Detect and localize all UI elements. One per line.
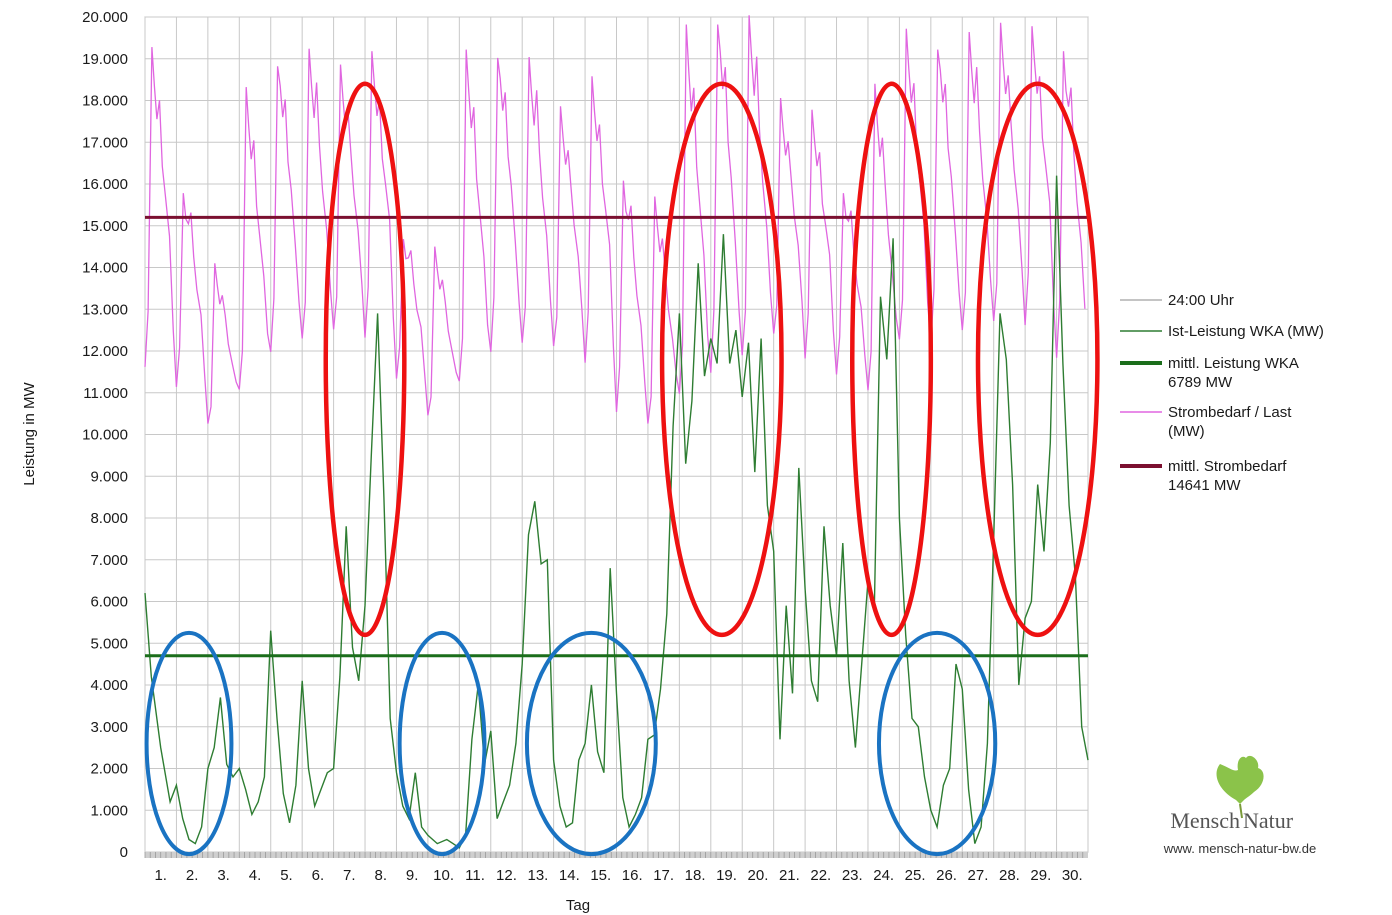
legend-label: Ist-Leistung WKA (MW) <box>1168 323 1324 340</box>
blue-highlight-ellipse <box>397 630 487 857</box>
x-tick-label: 24. <box>873 867 894 884</box>
legend-label: mittl. Leistung WKA <box>1168 355 1299 372</box>
red-highlight-ellipse <box>323 81 407 638</box>
x-tick-label: 23. <box>842 867 863 884</box>
x-axis-day-bar <box>144 852 1088 858</box>
x-tick-label: 29. <box>1030 867 1051 884</box>
logo-url: www. mensch-natur-bw.de <box>1163 841 1316 856</box>
y-tick-label: 18.000 <box>82 93 128 110</box>
y-tick-label: 10.000 <box>82 427 128 444</box>
y-tick-label: 12.000 <box>82 343 128 360</box>
x-tick-label: 9. <box>406 867 419 884</box>
legend-label-line2: 6789 MW <box>1168 374 1233 391</box>
y-tick-label: 5.000 <box>90 635 128 652</box>
x-tick-label: 1. <box>154 867 167 884</box>
blue-highlight-ellipse <box>524 630 658 857</box>
x-axis-title: Tag <box>566 897 590 914</box>
y-axis-title: Leistung in MW <box>21 381 38 485</box>
y-tick-label: 15.000 <box>82 218 128 235</box>
mensch-natur-logo: Mensch Natur www. mensch-natur-bw.de <box>1163 755 1316 856</box>
x-tick-label: 16. <box>622 867 643 884</box>
x-tick-label: 22. <box>810 867 831 884</box>
x-tick-label: 8. <box>374 867 387 884</box>
x-tick-label: 20. <box>748 867 769 884</box>
annotation-ellipses <box>144 81 1100 857</box>
reference-lines <box>145 215 1088 658</box>
x-tick-label: 5. <box>280 867 293 884</box>
x-tick-labels: 1. 2. 3. 4. 5. 6. 7. 8. 9. 10. 11. 12. 13. 14. 15. 16. 1… <box>154 867 1082 884</box>
x-tick-label: 14. <box>559 867 580 884</box>
x-tick-label: 26. <box>936 867 957 884</box>
blue-highlight-ellipse <box>144 630 234 857</box>
y-tick-label: 16.000 <box>82 176 128 193</box>
y-tick-labels: 0 1.000 2.000 3.000 4.000 5.000 6.000 7.000 8.00… <box>82 9 128 861</box>
x-tick-label: 19. <box>716 867 737 884</box>
x-tick-label: 30. <box>1062 867 1083 884</box>
y-tick-label: 14.000 <box>82 260 128 277</box>
legend: 24:00 Uhr Ist-Leistung WKA (MW) mittl. Lei… <box>1120 292 1324 494</box>
x-tick-label: 3. <box>217 867 230 884</box>
y-tick-label: 11.000 <box>83 385 128 402</box>
y-tick-label: 17.000 <box>82 134 128 151</box>
legend-label: 24:00 Uhr <box>1168 292 1234 309</box>
x-tick-label: 4. <box>249 867 262 884</box>
x-tick-label: 12. <box>496 867 517 884</box>
legend-label-line2: (MW) <box>1168 423 1205 440</box>
logo-name-part2: Natur <box>1243 808 1294 833</box>
y-tick-label: 2.000 <box>90 761 128 778</box>
x-tick-label: 7. <box>343 867 356 884</box>
y-tick-label: 6.000 <box>90 594 128 611</box>
y-tick-label: 19.000 <box>82 51 128 68</box>
x-tick-label: 2. <box>186 867 199 884</box>
y-tick-label: 0 <box>120 844 128 861</box>
x-tick-label: 15. <box>590 867 611 884</box>
y-tick-label: 13.000 <box>82 301 128 318</box>
y-tick-label: 1.000 <box>90 802 128 819</box>
x-tick-label: 13. <box>527 867 548 884</box>
x-tick-label: 11. <box>465 867 485 884</box>
y-tick-label: 4.000 <box>90 677 128 694</box>
red-highlight-ellipse <box>659 81 784 638</box>
ginkgo-leaf-icon <box>1216 755 1264 819</box>
legend-label: Strombedarf / Last <box>1168 404 1292 421</box>
x-tick-label: 25. <box>905 867 926 884</box>
legend-label-line2: 14641 MW <box>1168 477 1241 494</box>
x-tick-label: 27. <box>968 867 989 884</box>
logo-name-part1: Mensch <box>1170 808 1240 833</box>
y-tick-label: 7.000 <box>90 552 128 569</box>
y-tick-label: 3.000 <box>90 719 128 736</box>
x-tick-label: 18. <box>685 867 706 884</box>
x-tick-label: 10. <box>433 867 454 884</box>
legend-label: mittl. Strombedarf <box>1168 458 1287 475</box>
red-highlight-ellipse <box>975 81 1100 638</box>
y-tick-label: 9.000 <box>90 468 128 485</box>
grid <box>144 16 1089 853</box>
x-tick-label: 28. <box>999 867 1020 884</box>
y-tick-label: 20.000 <box>82 9 128 26</box>
x-tick-label: 6. <box>312 867 325 884</box>
y-tick-label: 8.000 <box>90 510 128 527</box>
blue-highlight-ellipse <box>876 630 998 857</box>
red-highlight-ellipse <box>850 81 934 638</box>
x-tick-label: 17. <box>653 867 674 884</box>
series-ist-leistung-line <box>144 175 1089 849</box>
x-tick-label: 21. <box>779 867 800 884</box>
